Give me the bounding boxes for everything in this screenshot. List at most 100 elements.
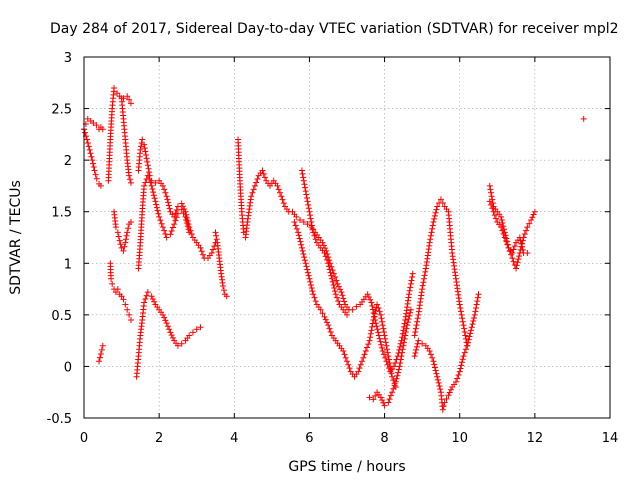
data-point: [300, 219, 307, 226]
data-point-fill: [462, 346, 469, 353]
data-point: [141, 141, 148, 148]
data-point: [174, 203, 181, 210]
data-point-fill: [372, 307, 379, 314]
data-point: [141, 182, 148, 189]
data-point-fill: [323, 319, 330, 326]
data-point-fill: [305, 205, 312, 212]
data-point: [120, 296, 127, 303]
data-point-fill: [498, 216, 505, 223]
data-point-fill: [406, 312, 413, 319]
data-point: [445, 392, 452, 399]
data-point-fill: [379, 318, 386, 325]
data-point-fill: [292, 222, 299, 229]
data-point-fill: [151, 195, 158, 202]
data-point-fill: [142, 296, 149, 303]
data-point-fill: [333, 277, 340, 284]
data-point: [99, 126, 106, 133]
data-point: [439, 406, 446, 413]
data-point-fill: [377, 338, 384, 345]
data-point-fill: [302, 184, 309, 191]
data-point-fill: [125, 225, 132, 232]
data-point-fill: [322, 253, 329, 260]
data-point: [411, 353, 418, 360]
data-point: [509, 255, 516, 262]
data-point-fill: [172, 217, 179, 224]
data-point: [377, 394, 384, 401]
data-point: [353, 303, 360, 310]
data-point-fill: [127, 176, 134, 183]
data-point: [186, 229, 193, 236]
data-point-fill: [122, 236, 129, 243]
data-point: [325, 322, 332, 329]
data-point-fill: [146, 176, 153, 183]
data-point-fill: [117, 241, 124, 248]
data-point-fill: [180, 210, 187, 217]
data-point-fill: [395, 369, 402, 376]
data-point-fill: [419, 282, 426, 289]
x-tick-label: 0: [80, 431, 88, 446]
data-point-fill: [382, 335, 389, 342]
data-point: [460, 353, 467, 360]
data-point-fill: [439, 199, 446, 206]
data-point-fill: [325, 263, 332, 270]
data-point-fill: [305, 272, 312, 279]
data-point-fill: [301, 257, 308, 264]
data-point: [112, 289, 119, 296]
data-point: [197, 324, 204, 331]
data-point-fill: [308, 285, 315, 292]
data-point-fill: [462, 335, 469, 342]
data-point-fill: [379, 322, 386, 329]
y-tick-label: 2: [64, 154, 72, 169]
data-point: [513, 265, 520, 272]
y-tick-label: 3: [64, 51, 72, 66]
data-point: [297, 216, 304, 223]
data-point: [381, 402, 388, 409]
data-point-fill: [90, 164, 97, 171]
data-point-fill: [143, 155, 150, 162]
data-point-fill: [446, 389, 453, 396]
data-point-fill: [367, 296, 374, 303]
data-point-fill: [397, 356, 404, 363]
data-point-fill: [431, 361, 438, 368]
data-point-fill: [429, 354, 436, 361]
data-point: [144, 172, 151, 179]
data-point-fill: [299, 247, 306, 254]
data-point-fill: [431, 212, 438, 219]
data-point-fill: [516, 253, 523, 260]
data-point-fill: [342, 354, 349, 361]
data-point: [509, 249, 516, 256]
data-point: [109, 280, 116, 287]
data-point-fill: [82, 129, 89, 136]
data-point-fill: [472, 304, 479, 311]
data-point-fill: [465, 336, 472, 343]
data-point: [127, 219, 134, 226]
data-point: [126, 172, 133, 179]
data-point-fill: [380, 325, 387, 332]
data-point: [116, 237, 123, 244]
data-point: [467, 327, 474, 334]
data-point: [97, 182, 104, 189]
data-point: [142, 151, 149, 158]
data-point-fill: [92, 171, 99, 178]
data-point-fill: [489, 205, 496, 212]
data-point-fill: [499, 220, 506, 227]
data-point-fill: [371, 310, 378, 317]
data-point-fill: [360, 354, 367, 361]
data-point: [524, 224, 531, 231]
data-point: [114, 90, 121, 97]
data-point-fill: [469, 321, 476, 328]
data-point-fill: [440, 403, 447, 410]
data-point: [426, 347, 433, 354]
data-point: [152, 198, 159, 205]
data-point: [171, 221, 178, 228]
data-point: [137, 146, 144, 153]
data-point-fill: [312, 298, 319, 305]
data-point-fill: [369, 306, 376, 313]
data-point: [89, 157, 96, 164]
data-point-fill: [303, 194, 310, 201]
data-point: [122, 301, 129, 308]
data-point: [163, 234, 170, 241]
data-point-fill: [346, 365, 353, 372]
data-point: [419, 286, 426, 293]
data-point-fill: [433, 370, 440, 377]
